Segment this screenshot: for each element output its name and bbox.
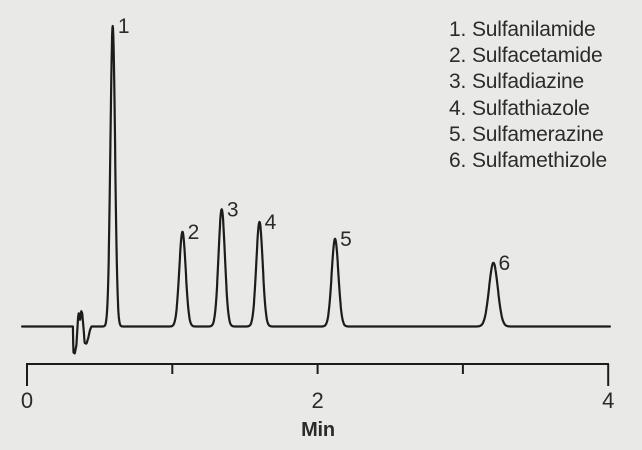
peak-legend: 1. Sulfanilamide 2. Sulfacetamide 3. Sulfadia… — [449, 17, 607, 174]
x-axis-tick-label: 2 — [311, 388, 323, 413]
peak-label-4: 4 — [265, 211, 277, 234]
legend-item: 3. Sulfadiazine — [449, 69, 607, 95]
chromatogram-trace — [21, 24, 611, 355]
legend-item: 6. Sulfamethizole — [449, 148, 607, 174]
x-axis-tick-label: 0 — [21, 388, 33, 413]
peak-label-1: 1 — [118, 15, 130, 38]
legend-item: 4. Sulfathiazole — [449, 96, 607, 122]
legend-item-name: Sulfamethizole — [472, 149, 607, 173]
legend-item-number: 6. — [449, 149, 467, 173]
legend-item: 2. Sulfacetamide — [449, 43, 607, 69]
peak-label-3: 3 — [227, 198, 239, 221]
legend-item-name: Sulfadiazine — [472, 70, 585, 94]
legend-item-number: 1. — [449, 18, 467, 42]
legend-item-name: Sulfanilamide — [472, 18, 596, 42]
legend-item-number: 5. — [449, 122, 467, 146]
peak-label-5: 5 — [340, 228, 352, 251]
peak-label-2: 2 — [188, 221, 200, 244]
legend-item-number: 3. — [449, 70, 467, 94]
legend-item-name: Sulfathiazole — [472, 96, 590, 120]
legend-item: 5. Sulfamerazine — [449, 122, 607, 148]
x-axis-title: Min — [301, 419, 335, 441]
peak-label-6: 6 — [499, 252, 511, 275]
legend-item-name: Sulfacetamide — [472, 44, 603, 68]
legend-item-name: Sulfamerazine — [472, 122, 604, 146]
legend-item-number: 4. — [449, 96, 467, 120]
legend-item-number: 2. — [449, 44, 467, 68]
x-axis-tick-label: 4 — [602, 388, 614, 413]
legend-item: 1. Sulfanilamide — [449, 17, 607, 43]
